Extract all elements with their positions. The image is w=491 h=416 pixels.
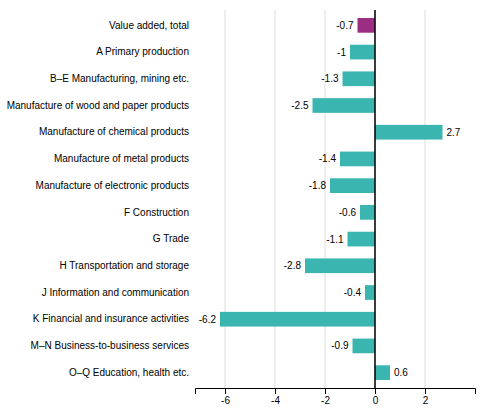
bar [220, 312, 375, 327]
y-tick: H Transportation and storage [59, 260, 189, 271]
bar [340, 152, 375, 167]
y-tick-label: G Trade [153, 233, 190, 244]
y-tick-label: J Information and communication [42, 287, 189, 298]
grid-line [325, 10, 326, 388]
data-label: -1 [337, 47, 346, 58]
y-tick-label: B–E Manufacturing, mining etc. [50, 73, 189, 84]
x-tick: 0 [373, 388, 379, 406]
y-tick: Manufacture of wood and paper products [7, 100, 189, 111]
data-label: -1.8 [309, 180, 327, 191]
x-tick-label: 0 [373, 395, 379, 406]
y-tick-label: Manufacture of metal products [54, 153, 189, 164]
bar [358, 18, 376, 33]
x-axis-line [196, 389, 476, 395]
y-tick: M–N Business-to-business services [31, 340, 189, 351]
y-tick: Manufacture of chemical products [39, 126, 189, 137]
data-label: -1.4 [319, 153, 337, 164]
bar [313, 98, 376, 113]
x-tick-mark [425, 388, 426, 394]
y-tick-label: M–N Business-to-business services [31, 340, 189, 351]
y-tick-label: A Primary production [96, 46, 189, 57]
data-label: -2.8 [284, 260, 302, 271]
chart-container: -6 -4 -2 0 2 Value added, total A Primary prod… [0, 0, 491, 416]
data-label: -2.5 [291, 100, 309, 111]
x-tick-label: -4 [271, 395, 280, 406]
y-tick-label: Manufacture of wood and paper products [7, 100, 189, 111]
x-tick-mark [225, 388, 226, 394]
y-tick-label: Manufacture of chemical products [39, 126, 189, 137]
y-tick: Value added, total [109, 20, 189, 31]
x-tick: 2 [423, 388, 429, 406]
y-tick-label: O–Q Education, health etc. [69, 367, 189, 378]
data-label: -0.6 [339, 207, 357, 218]
data-label: 2.7 [447, 127, 461, 138]
grid-line [425, 10, 426, 388]
bar [360, 205, 375, 220]
y-tick: K Financial and insurance activities [33, 313, 189, 324]
data-label: -1.3 [321, 73, 339, 84]
y-tick: G Trade [153, 233, 190, 244]
x-tick-mark [275, 388, 276, 394]
bar [305, 258, 375, 273]
x-tick-mark [325, 388, 326, 394]
bar [350, 45, 375, 60]
x-axis: -6 -4 -2 0 2 [196, 388, 476, 406]
data-label: -6.2 [199, 314, 217, 325]
x-tick-label: -6 [221, 395, 230, 406]
bar [353, 339, 376, 354]
y-tick-label: H Transportation and storage [59, 260, 189, 271]
plot-area: -6 -4 -2 0 2 Value added, total A Primary prod… [7, 10, 476, 406]
y-tick: A Primary production [96, 46, 189, 57]
data-label: -0.9 [331, 340, 349, 351]
chart-svg: -6 -4 -2 0 2 Value added, total A Primary prod… [0, 0, 491, 416]
y-tick: B–E Manufacturing, mining etc. [50, 73, 189, 84]
x-tick: -6 [221, 388, 230, 406]
y-tick-label: F Construction [124, 207, 189, 218]
grid-line [225, 10, 226, 388]
data-labels: -0.7 -1 -1.3 -2.5 2.7 -1.4 -1.8 -0.6 -1.1 -2.8 -0.… [199, 20, 461, 378]
y-axis: Value added, total A Primary production B–… [7, 20, 190, 378]
x-tick-mark [375, 388, 376, 394]
y-tick-label: Manufacture of electronic products [36, 180, 189, 191]
data-label: -1.1 [326, 234, 344, 245]
bar [375, 125, 443, 140]
bar [343, 71, 376, 86]
y-tick: J Information and communication [42, 287, 189, 298]
grid [225, 10, 425, 388]
y-tick: O–Q Education, health etc. [69, 367, 189, 378]
data-label: -0.7 [336, 20, 354, 31]
grid-line [375, 10, 376, 388]
grid-line [275, 10, 276, 388]
y-tick: F Construction [124, 207, 189, 218]
y-tick: Manufacture of electronic products [36, 180, 189, 191]
x-tick: -2 [321, 388, 330, 406]
bar [348, 232, 376, 247]
x-tick-label: 2 [423, 395, 429, 406]
y-tick: Manufacture of metal products [54, 153, 189, 164]
bar [330, 178, 375, 193]
bar [365, 285, 375, 300]
y-tick-label: K Financial and insurance activities [33, 313, 189, 324]
bars [220, 18, 443, 380]
bar [375, 365, 390, 380]
zero-line [374, 10, 376, 388]
x-tick-label: -2 [321, 395, 330, 406]
x-tick: -4 [271, 388, 280, 406]
data-label: 0.6 [394, 367, 408, 378]
y-tick-label: Value added, total [109, 20, 189, 31]
data-label: -0.4 [344, 287, 362, 298]
